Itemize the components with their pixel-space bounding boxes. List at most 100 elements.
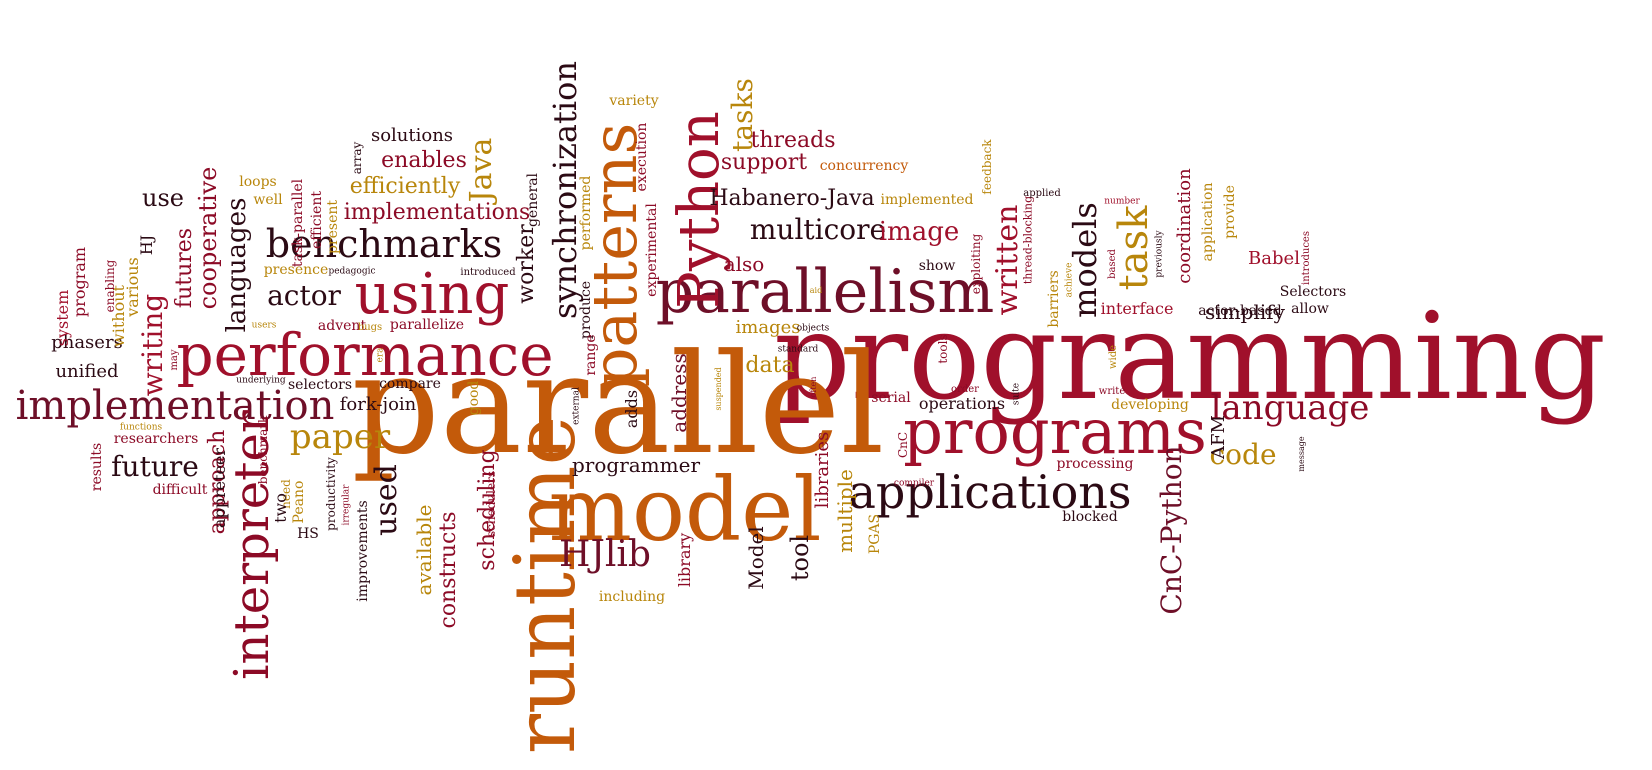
word: libraries — [812, 431, 833, 509]
word: address — [667, 353, 691, 433]
word: writing — [136, 293, 169, 397]
word: present — [325, 199, 341, 255]
word: constructs — [436, 511, 461, 629]
word: use — [142, 184, 184, 212]
word: enabling — [103, 259, 117, 313]
word: applications — [848, 465, 1132, 519]
word: message — [1297, 436, 1306, 472]
word: available — [412, 504, 436, 596]
word: enables — [381, 148, 467, 173]
word: array — [350, 141, 364, 175]
word: range — [583, 334, 599, 376]
word: interface — [1100, 299, 1174, 318]
word: underlying — [236, 375, 286, 386]
word: exploiting — [969, 233, 983, 295]
word: write — [1098, 386, 1126, 397]
word: paper — [289, 417, 391, 457]
word: developing — [1111, 397, 1189, 413]
word: parallel — [351, 324, 885, 485]
word: aid — [809, 286, 823, 295]
word: used — [369, 464, 404, 536]
word: achieve — [1064, 262, 1075, 298]
word: experimental — [644, 203, 660, 297]
word: synchronization — [546, 61, 584, 319]
word: provide — [1222, 185, 1238, 239]
word: using — [354, 262, 510, 327]
word: Model — [744, 526, 768, 590]
word: Babel — [1248, 248, 1300, 269]
word: program — [70, 246, 89, 318]
word: blocked — [1062, 509, 1118, 525]
word: irregular — [341, 484, 352, 526]
word: CnC-Python — [1155, 445, 1188, 615]
word: suspended — [714, 367, 723, 411]
word: programmer — [571, 453, 701, 477]
word: including — [598, 589, 666, 605]
word: coordination — [1174, 168, 1195, 284]
word: productivity — [324, 457, 338, 531]
word: allow — [1291, 301, 1329, 317]
word: suite — [1011, 382, 1022, 406]
word: future — [111, 450, 199, 483]
word: support — [720, 150, 808, 175]
word: barriers — [1046, 270, 1062, 328]
word: efficient — [309, 191, 325, 249]
word: introduces — [1301, 231, 1312, 285]
word: researchers — [113, 431, 199, 447]
word: operations — [918, 394, 1006, 413]
word: may — [169, 349, 180, 371]
word: data — [745, 353, 795, 378]
word: task-parallel — [290, 178, 306, 268]
word: well — [253, 192, 283, 208]
word: loops — [239, 174, 277, 190]
word: execution — [634, 122, 650, 192]
word: parallelism — [655, 257, 995, 327]
word: two — [271, 493, 290, 523]
word: efficiently — [349, 174, 461, 199]
word: results — [89, 442, 105, 492]
word: worker — [514, 224, 539, 304]
word: phasers — [51, 332, 123, 353]
word: show — [918, 258, 956, 274]
word: performance — [176, 321, 554, 389]
word: also — [723, 252, 765, 276]
word: previously — [1154, 230, 1165, 278]
word: Java — [464, 137, 499, 203]
word: number — [1104, 196, 1140, 207]
word: images — [735, 317, 801, 338]
word: model — [548, 458, 822, 561]
word: Selectors — [1279, 284, 1347, 300]
word: often — [809, 376, 818, 398]
word: introduced — [460, 267, 516, 278]
word: benchmark — [256, 415, 270, 485]
word: good — [466, 380, 482, 416]
word: wide — [1108, 344, 1119, 370]
word: code — [1209, 438, 1277, 471]
word: functions — [119, 422, 163, 433]
word: benchmarks — [265, 222, 503, 266]
word: improvements — [355, 500, 371, 602]
word: HS — [297, 526, 319, 542]
word: difficult — [152, 482, 208, 498]
word: image — [878, 217, 960, 247]
word: compiler — [893, 478, 935, 489]
word: era — [375, 347, 386, 363]
word: AFM — [1208, 415, 1229, 459]
word: appreteer — [210, 447, 229, 529]
word: cooperative — [194, 166, 222, 310]
word: language — [1210, 388, 1370, 428]
word: simplify — [1205, 300, 1285, 324]
word: thread-blocking — [1021, 195, 1035, 285]
word: application — [1200, 182, 1216, 262]
word: futures — [172, 227, 197, 309]
word: produce — [578, 280, 594, 340]
word: PGAS — [867, 513, 883, 555]
word: feedback — [980, 139, 994, 195]
word: Habanero-Java — [709, 186, 875, 211]
word: library — [675, 532, 694, 588]
word: general — [525, 172, 541, 228]
word: compare — [379, 376, 441, 392]
word: actor — [267, 279, 341, 312]
word: actor-based — [1198, 303, 1282, 319]
